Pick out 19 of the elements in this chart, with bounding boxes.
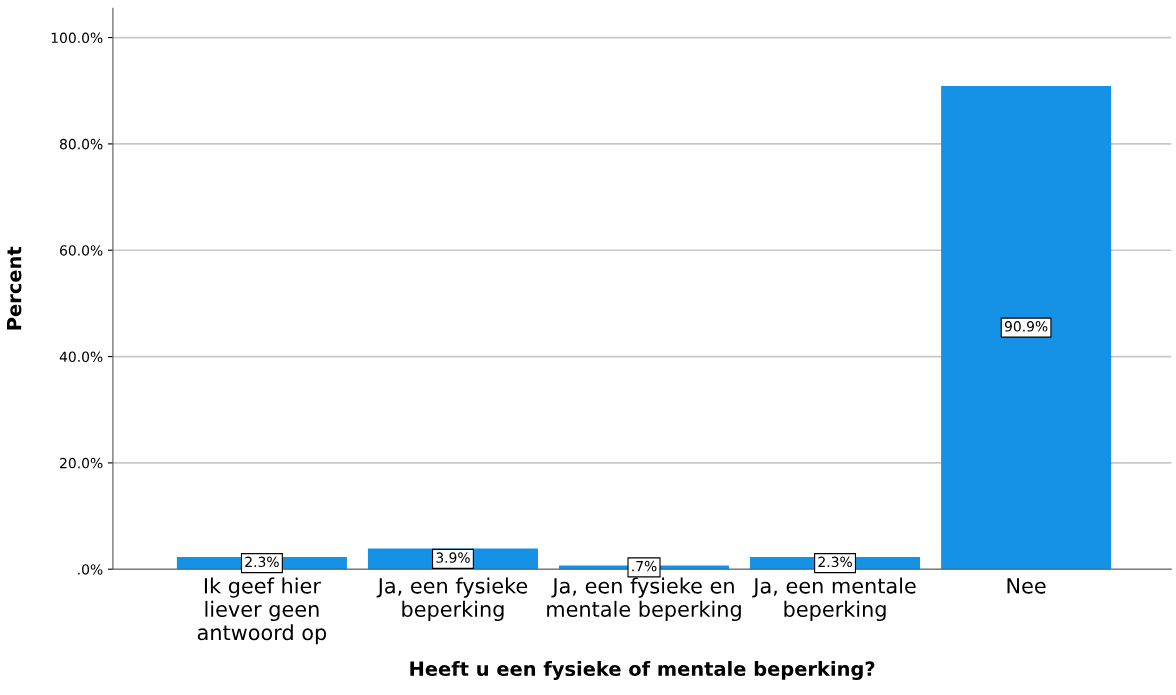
y-tick-label: 40.0% xyxy=(59,351,103,363)
x-tick-label: Ja, een mentale beperking xyxy=(752,577,916,622)
data-label: 3.9% xyxy=(436,552,470,563)
x-axis-title: Heeft u een fysieke of mentale beperking? xyxy=(410,661,875,680)
data-label: 90.9% xyxy=(1004,321,1048,332)
y-tick-label: 80.0% xyxy=(59,138,103,150)
x-tick-label: Ja, een fysieke beperking xyxy=(376,577,528,622)
data-label: .7% xyxy=(632,560,657,572)
x-tick-label: Ja, een fysieke en mentale beperking xyxy=(547,577,741,622)
y-tick-label: 100.0% xyxy=(51,32,103,44)
data-label: 2.3% xyxy=(818,556,852,568)
data-label: 2.3% xyxy=(245,556,279,568)
bar xyxy=(941,85,1112,570)
y-tick-label: .0% xyxy=(78,564,103,575)
x-tick-label: Nee xyxy=(1007,578,1046,594)
x-tick-label: Ik geef hier liever geen antwoord op xyxy=(197,577,327,645)
y-axis-title: Percent xyxy=(7,246,22,330)
y-tick-label: 20.0% xyxy=(60,457,103,469)
y-tick-label: 60.0% xyxy=(60,245,103,256)
